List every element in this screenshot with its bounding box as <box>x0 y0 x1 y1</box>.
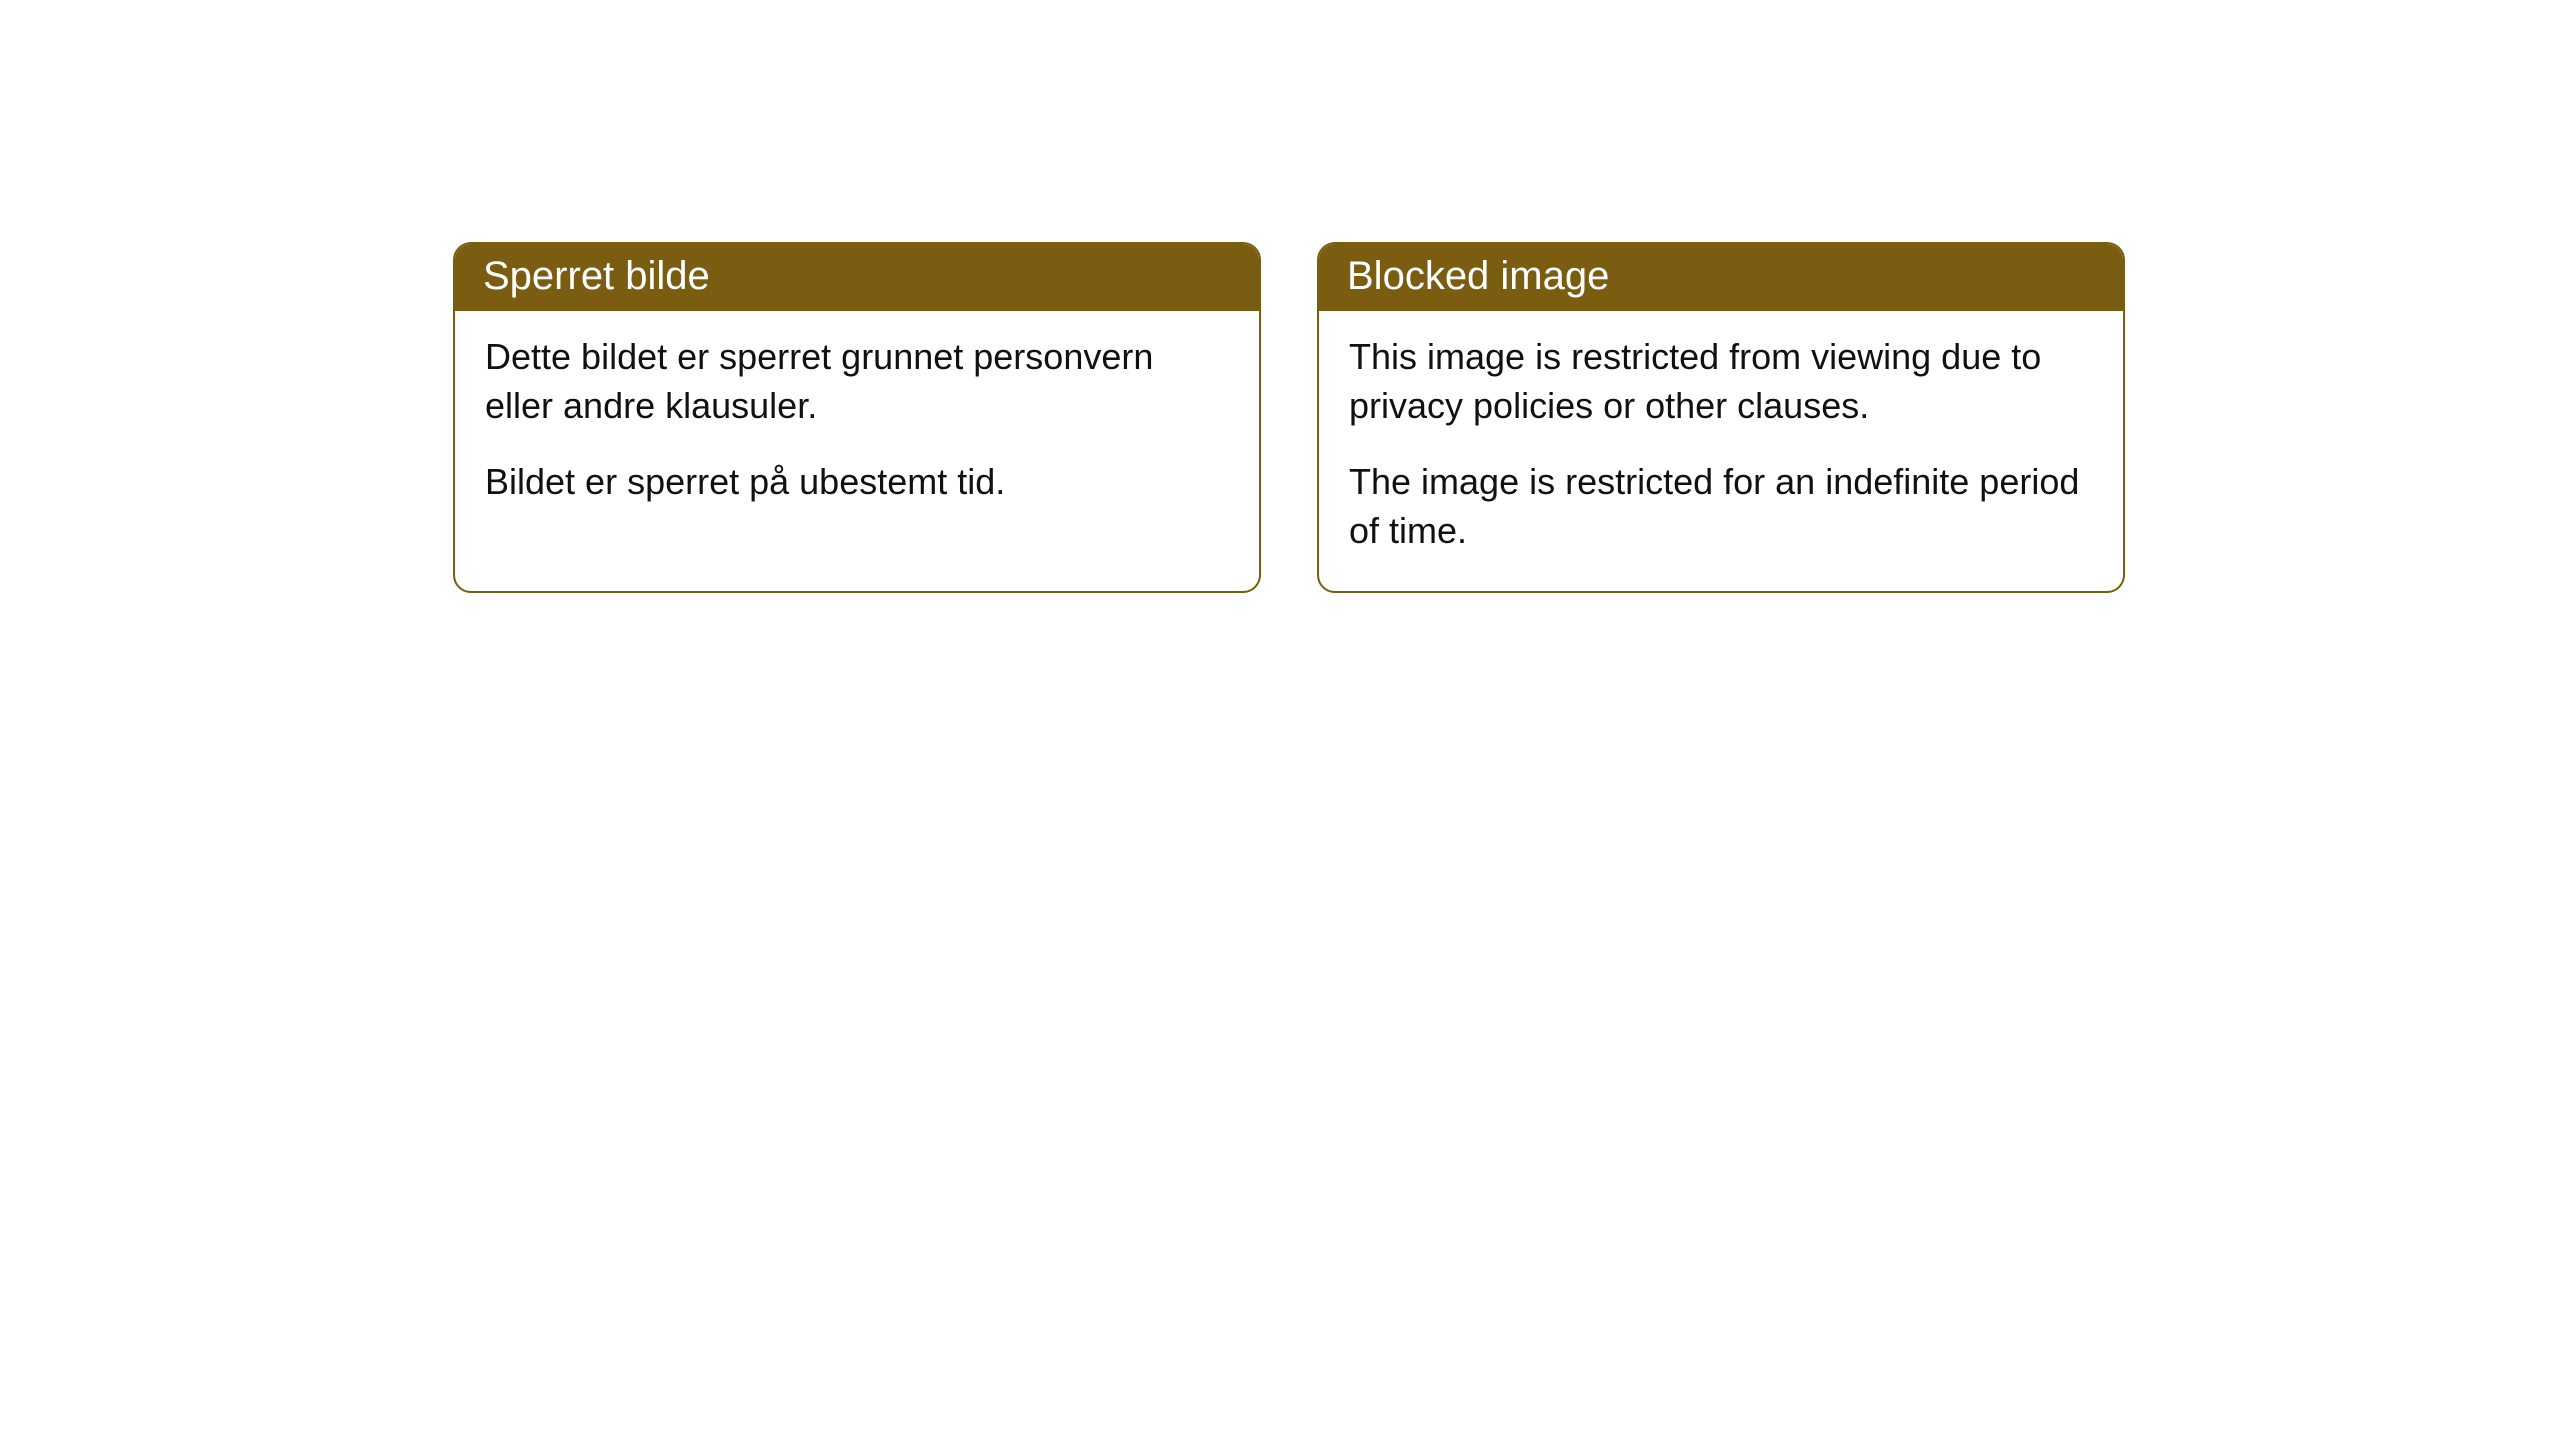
card-text-norwegian-1: Dette bildet er sperret grunnet personve… <box>485 333 1229 430</box>
card-title-english: Blocked image <box>1347 254 1609 298</box>
card-text-norwegian-2: Bildet er sperret på ubestemt tid. <box>485 458 1229 507</box>
card-body-english: This image is restricted from viewing du… <box>1319 311 2123 591</box>
notice-cards-container: Sperret bilde Dette bildet er sperret gr… <box>453 242 2560 593</box>
card-header-english: Blocked image <box>1319 244 2123 311</box>
card-body-norwegian: Dette bildet er sperret grunnet personve… <box>455 311 1259 543</box>
blocked-image-card-english: Blocked image This image is restricted f… <box>1317 242 2125 593</box>
blocked-image-card-norwegian: Sperret bilde Dette bildet er sperret gr… <box>453 242 1261 593</box>
card-header-norwegian: Sperret bilde <box>455 244 1259 311</box>
card-text-english-1: This image is restricted from viewing du… <box>1349 333 2093 430</box>
card-title-norwegian: Sperret bilde <box>483 254 710 298</box>
card-text-english-2: The image is restricted for an indefinit… <box>1349 458 2093 555</box>
